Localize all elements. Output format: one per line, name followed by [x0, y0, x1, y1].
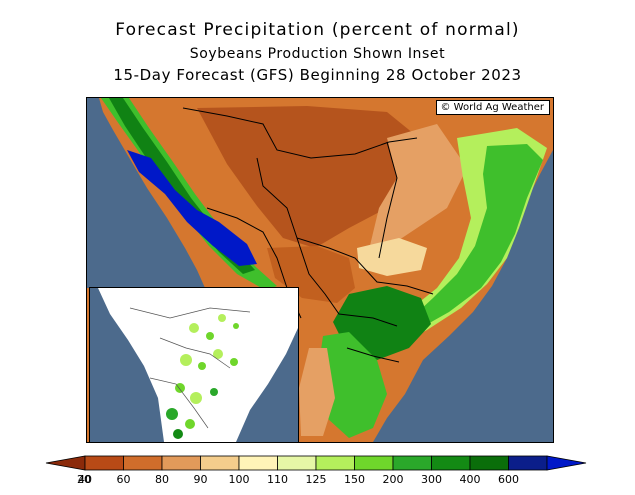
soybean-inset-map — [89, 287, 299, 442]
inset-ocean-west — [90, 288, 164, 442]
andes-very-wet — [127, 150, 257, 266]
inset-ocean-east — [236, 328, 298, 442]
colorbar-bin — [354, 455, 394, 471]
colorbar-tick-label: 60 — [116, 473, 131, 486]
colorbar-bin — [161, 455, 201, 471]
dry-core-north — [197, 106, 419, 248]
southeast-wet — [405, 144, 543, 330]
colorbar-high-arrow — [546, 455, 587, 471]
colorbar-bin — [469, 455, 509, 471]
dry-light-east — [367, 124, 467, 258]
precipitation-map: © World Ag Weather — [86, 97, 554, 443]
andes-wet-dark — [109, 98, 255, 274]
south-near-normal — [299, 348, 335, 436]
inset-borders — [129, 307, 251, 429]
colorbar-tick-label: 20 — [77, 473, 91, 486]
colorbar-tick-label: 40 — [78, 473, 92, 486]
colorbar-bin — [508, 455, 548, 471]
pacific-ocean — [87, 98, 205, 288]
colorbar-bin — [200, 455, 240, 471]
colorbar-tick-label: 200 — [382, 473, 404, 486]
colorbar-tick-label: 600 — [498, 473, 519, 486]
colorbar-bin — [431, 455, 471, 471]
country-borders — [182, 107, 434, 363]
colorbar-tick-label: 150 — [344, 473, 365, 486]
colorbar-bin — [392, 455, 432, 471]
colorbar — [45, 455, 587, 471]
colorbar-bin — [277, 455, 317, 471]
colorbar-tick-label: 80 — [155, 473, 169, 486]
map-title: Forecast Precipitation (percent of norma… — [115, 20, 520, 40]
inset-soy-areas — [166, 314, 239, 439]
map-subtitle: Soybeans Production Shown Inset — [189, 46, 446, 62]
colorbar-bin — [84, 455, 124, 471]
colorbar-bin — [315, 455, 355, 471]
colorbar-bin — [123, 455, 163, 471]
colorbar-low-arrow — [45, 455, 86, 471]
south-wet — [317, 332, 387, 438]
colorbar-tick-label: 90 — [193, 473, 208, 486]
colorbar-tick-label: 100 — [228, 473, 250, 486]
colorbar-tick-label: 125 — [305, 473, 327, 486]
credit-label: © World Ag Weather — [435, 100, 550, 115]
forecast-period: 15-Day Forecast (GFS) Beginning 28 Octob… — [113, 66, 522, 84]
colorbar-tick-label: 400 — [459, 473, 481, 486]
inset-canvas — [90, 288, 298, 442]
colorbar-bin — [238, 455, 278, 471]
colorbar-tick-label: 110 — [267, 473, 288, 486]
near-normal-patch — [357, 238, 427, 276]
colorbar-tick-label: 300 — [421, 473, 442, 486]
dry-core-central — [267, 246, 355, 303]
